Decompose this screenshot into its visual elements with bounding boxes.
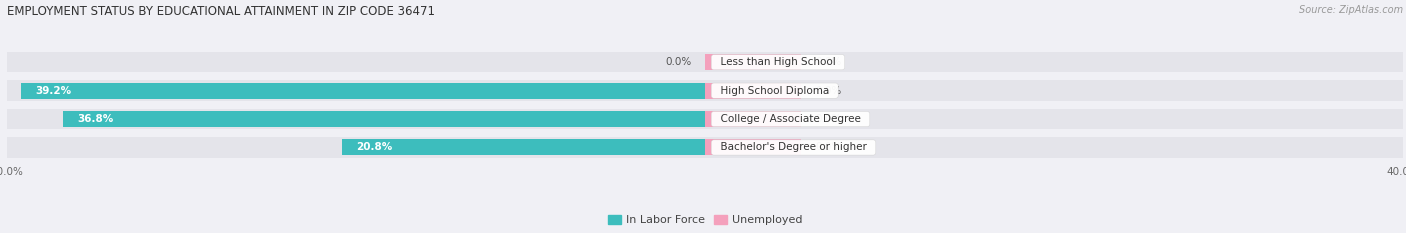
Bar [7,137,1403,158]
Text: 0.0%: 0.0% [815,57,841,67]
Text: Bachelor's Degree or higher: Bachelor's Degree or higher [714,142,873,152]
Bar [706,111,801,127]
Bar [706,83,801,99]
Text: 0.0%: 0.0% [665,57,692,67]
Text: 0.0%: 0.0% [815,86,841,96]
Bar [7,52,1403,72]
Text: 20.8%: 20.8% [356,142,392,152]
Text: 36.8%: 36.8% [77,114,112,124]
Bar [63,111,706,127]
Text: 0.0%: 0.0% [815,114,841,124]
Bar [706,140,801,155]
Text: 39.2%: 39.2% [35,86,72,96]
Text: 0.0%: 0.0% [815,142,841,152]
Bar [706,54,801,70]
Text: High School Diploma: High School Diploma [714,86,835,96]
Bar [7,109,1403,129]
Text: EMPLOYMENT STATUS BY EDUCATIONAL ATTAINMENT IN ZIP CODE 36471: EMPLOYMENT STATUS BY EDUCATIONAL ATTAINM… [7,5,434,18]
Legend: In Labor Force, Unemployed: In Labor Force, Unemployed [603,210,807,230]
Bar [21,83,706,99]
Bar [342,140,706,155]
Text: Less than High School: Less than High School [714,57,842,67]
Bar [7,80,1403,101]
Text: College / Associate Degree: College / Associate Degree [714,114,868,124]
Text: Source: ZipAtlas.com: Source: ZipAtlas.com [1299,5,1403,15]
